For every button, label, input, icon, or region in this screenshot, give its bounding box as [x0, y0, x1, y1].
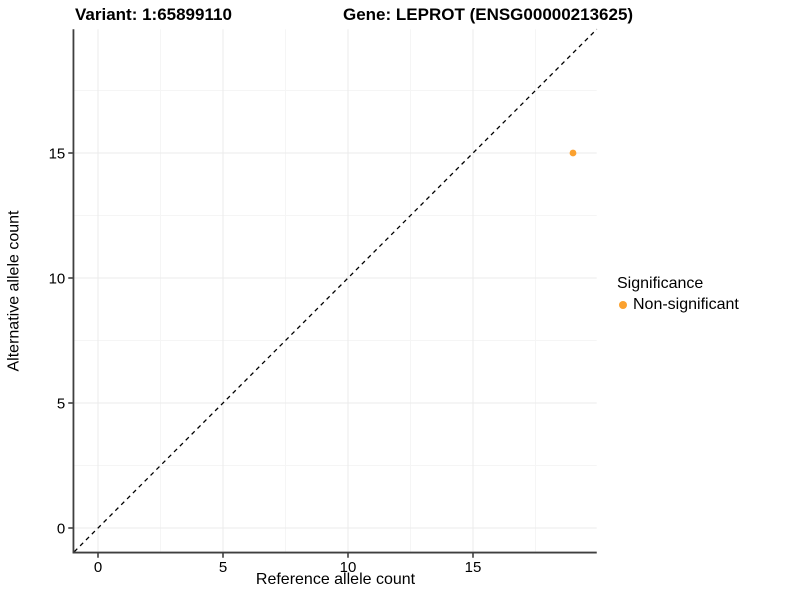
legend-item-non-significant: Non-significant — [617, 296, 739, 314]
x-axis-title: Reference allele count — [255, 571, 416, 588]
variant-title: Variant: 1:65899110 — [75, 5, 232, 24]
gene-title: Gene: LEPROT (ENSG00000213625) — [343, 5, 634, 24]
x-tick-label: 5 — [219, 559, 227, 576]
y-tick-label: 0 — [57, 521, 65, 538]
legend: Significance Non-significant — [617, 274, 739, 314]
legend-item-label: Non-significant — [633, 296, 739, 313]
y-tick-label: 5 — [57, 396, 65, 413]
x-tick-label: 0 — [94, 559, 102, 576]
identity-dashed-line — [73, 28, 598, 553]
data-point-non-significant[interactable] — [569, 149, 577, 157]
x-tick-label: 10 — [340, 559, 357, 576]
y-axis-title: Alternative allele count — [5, 210, 23, 372]
legend-title: Significance — [617, 275, 704, 292]
y-tick-label: 15 — [49, 146, 66, 163]
non-significant-point-icon — [619, 301, 627, 309]
x-tick-label: 15 — [465, 559, 482, 576]
y-tick-label: 10 — [49, 271, 66, 288]
